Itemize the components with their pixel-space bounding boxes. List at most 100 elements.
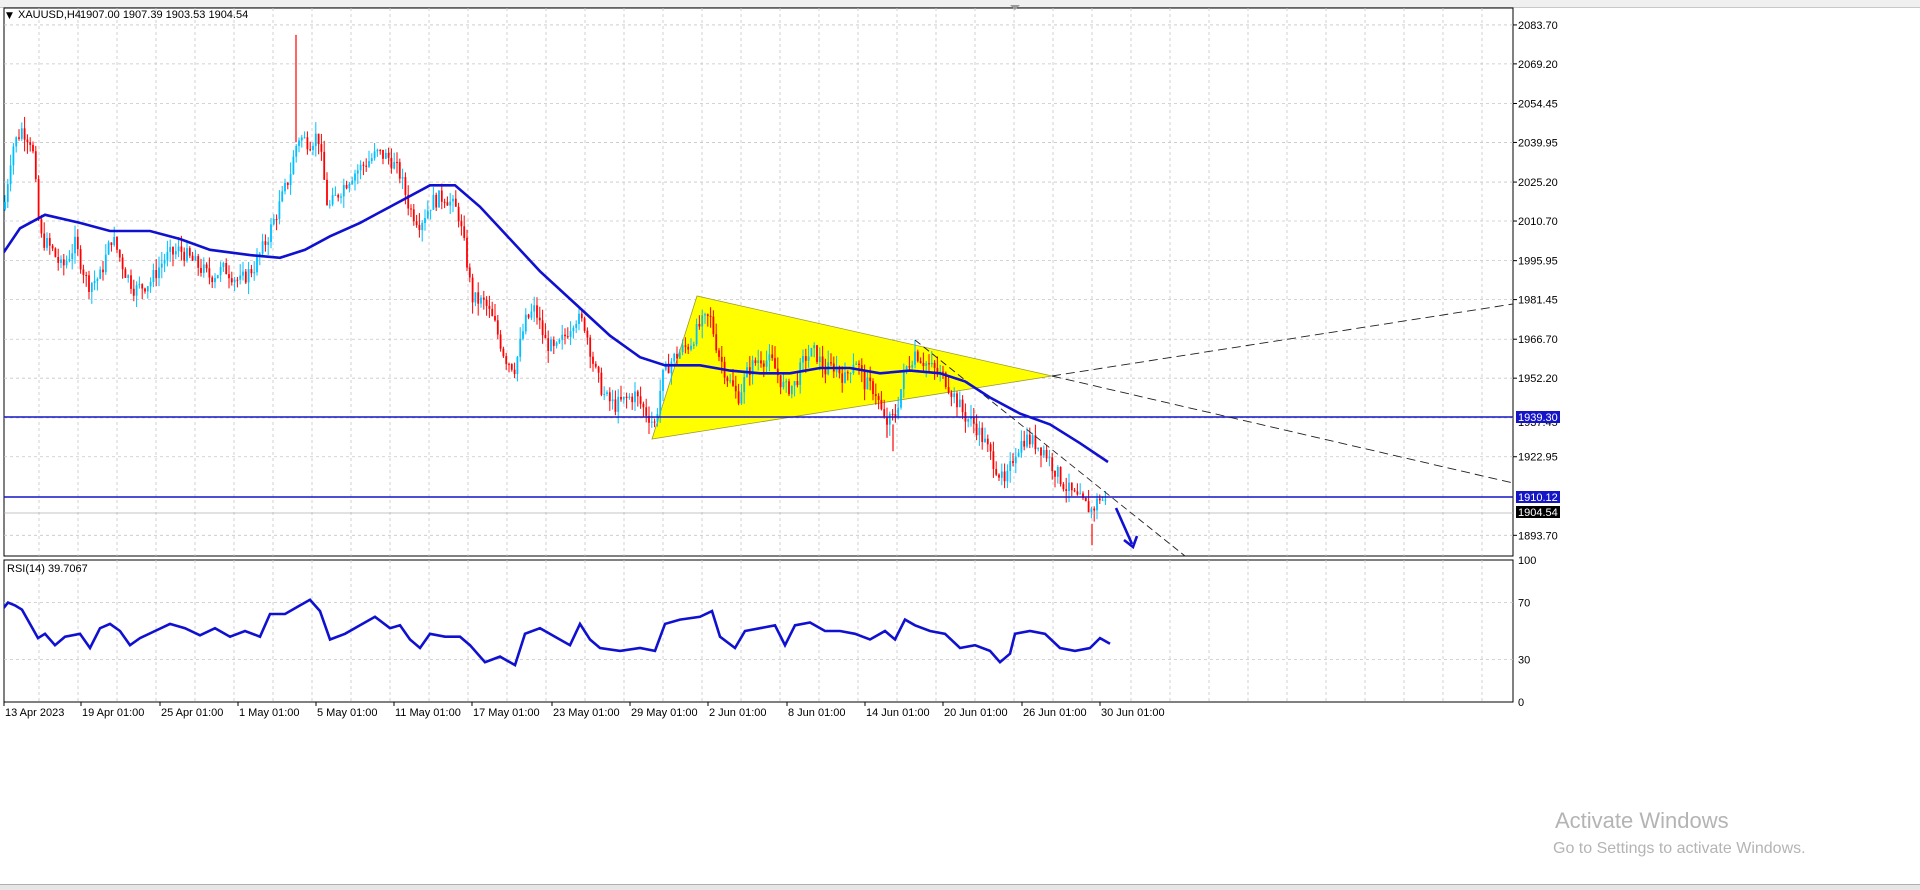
candlestick-body	[558, 339, 561, 343]
candlestick-body	[116, 236, 118, 250]
candlestick-body	[681, 345, 684, 353]
candlestick-body	[393, 162, 396, 169]
candlestick-body	[1056, 467, 1059, 477]
candlestick-body	[292, 156, 295, 175]
candlestick-body	[242, 271, 244, 276]
candlestick-body	[186, 248, 188, 261]
candlestick-body	[200, 267, 202, 273]
candlestick-body	[1076, 491, 1079, 495]
collapse-triangle-icon[interactable]: ▼	[6, 11, 13, 21]
candlestick-body	[916, 351, 919, 362]
candlestick-body	[712, 316, 715, 335]
time-tick-label: 17 May 01:00	[473, 707, 540, 719]
candlestick-body	[813, 345, 816, 349]
candlestick-body	[776, 368, 779, 376]
time-tick-label: 25 Apr 01:00	[161, 707, 223, 719]
candlestick-body	[866, 377, 869, 390]
candlestick-body	[382, 149, 384, 159]
candlestick-body	[74, 236, 76, 254]
candlestick-body	[278, 201, 281, 219]
candlestick-body	[202, 264, 205, 273]
candlestick-body	[51, 245, 54, 249]
candlestick-body	[18, 137, 20, 139]
candlestick-body	[454, 198, 457, 207]
candlestick-body	[1003, 471, 1006, 482]
trendline-short-down[interactable]	[914, 339, 1186, 557]
candlestick-body	[970, 416, 972, 420]
time-tick-label: 20 Jun 01:00	[944, 707, 1008, 719]
trendline-lower-extension[interactable]	[1051, 303, 1514, 377]
candlestick-body	[771, 354, 774, 358]
candlestick-body	[127, 275, 130, 278]
candlestick-body	[502, 348, 505, 357]
candlestick-body	[774, 358, 776, 369]
rsi-panel-frame	[3, 559, 1514, 703]
candlestick-body	[922, 362, 925, 366]
price-axis: 2083.70 2069.20 2054.45 2039.95 2025.20 2010.…	[1513, 20, 1558, 542]
candlestick-body	[118, 249, 121, 258]
candlestick-body	[68, 259, 71, 261]
candlestick-body	[995, 469, 998, 475]
candlestick-body	[337, 194, 340, 198]
candlestick-body	[824, 368, 827, 375]
candlestick-body	[71, 253, 74, 259]
candlestick-body	[933, 362, 936, 368]
candlestick-body	[530, 311, 533, 318]
candlestick-body	[110, 242, 113, 246]
candlestick-body	[608, 392, 611, 402]
candlestick-body	[818, 356, 821, 362]
candlestick-body	[88, 275, 90, 292]
candlestick-body	[4, 201, 6, 210]
down-arrow-head	[1123, 535, 1139, 550]
candlestick-body	[942, 371, 944, 373]
candlestick-body	[625, 396, 628, 398]
candlestick-body	[673, 353, 676, 362]
bottom-tab-strip	[0, 884, 1920, 890]
candlestick-body	[620, 396, 622, 400]
candlestick-body	[967, 419, 970, 422]
candlestick-body	[317, 133, 320, 145]
candlestick-body	[547, 338, 550, 351]
candlestick-body	[270, 224, 272, 242]
candlestick-body	[298, 140, 300, 146]
candlestick-body	[1000, 471, 1003, 478]
candlestick-body	[491, 308, 494, 316]
candlestick-body	[597, 366, 600, 373]
candlestick-body	[1028, 434, 1031, 445]
candlestick-body	[897, 407, 900, 417]
candlestick-body	[956, 393, 958, 408]
candlestick-body	[471, 277, 474, 303]
candlestick-body	[306, 137, 309, 150]
candlestick-body	[718, 350, 720, 357]
shift-marker-icon[interactable]	[1010, 5, 1020, 10]
candlestick-body	[452, 198, 454, 202]
candlestick-body	[961, 399, 964, 413]
candlestick-body	[446, 202, 449, 206]
candlestick-body	[149, 282, 152, 287]
trendline-upper-extension[interactable]	[1051, 375, 1514, 484]
candlestick-body	[796, 381, 799, 385]
candlestick-body	[729, 380, 732, 382]
candlestick-body	[494, 316, 496, 321]
candlestick-body	[124, 269, 127, 278]
candlestick-body	[992, 451, 995, 469]
candlestick-body	[690, 345, 692, 350]
price-tick-label: 1893.70	[1518, 530, 1558, 542]
candlestick-body	[141, 284, 144, 289]
candlestick-body	[589, 337, 592, 357]
candlestick-body	[810, 348, 813, 357]
candlestick-body	[855, 363, 858, 365]
candlestick-body	[785, 381, 788, 383]
candlestick-body	[239, 275, 242, 280]
candlestick-body	[919, 361, 922, 363]
candlestick-body	[947, 387, 950, 393]
hline-1910-tag[interactable]	[1516, 491, 1560, 503]
candlestick-body	[323, 151, 326, 180]
candlestick-body	[930, 362, 933, 365]
current-price-tag	[1516, 506, 1560, 518]
candlestick-body	[1090, 508, 1093, 513]
time-tick-label: 2 Jun 01:00	[709, 707, 767, 719]
hline-1939-tag[interactable]	[1516, 411, 1560, 423]
candlestick-body	[443, 201, 446, 203]
